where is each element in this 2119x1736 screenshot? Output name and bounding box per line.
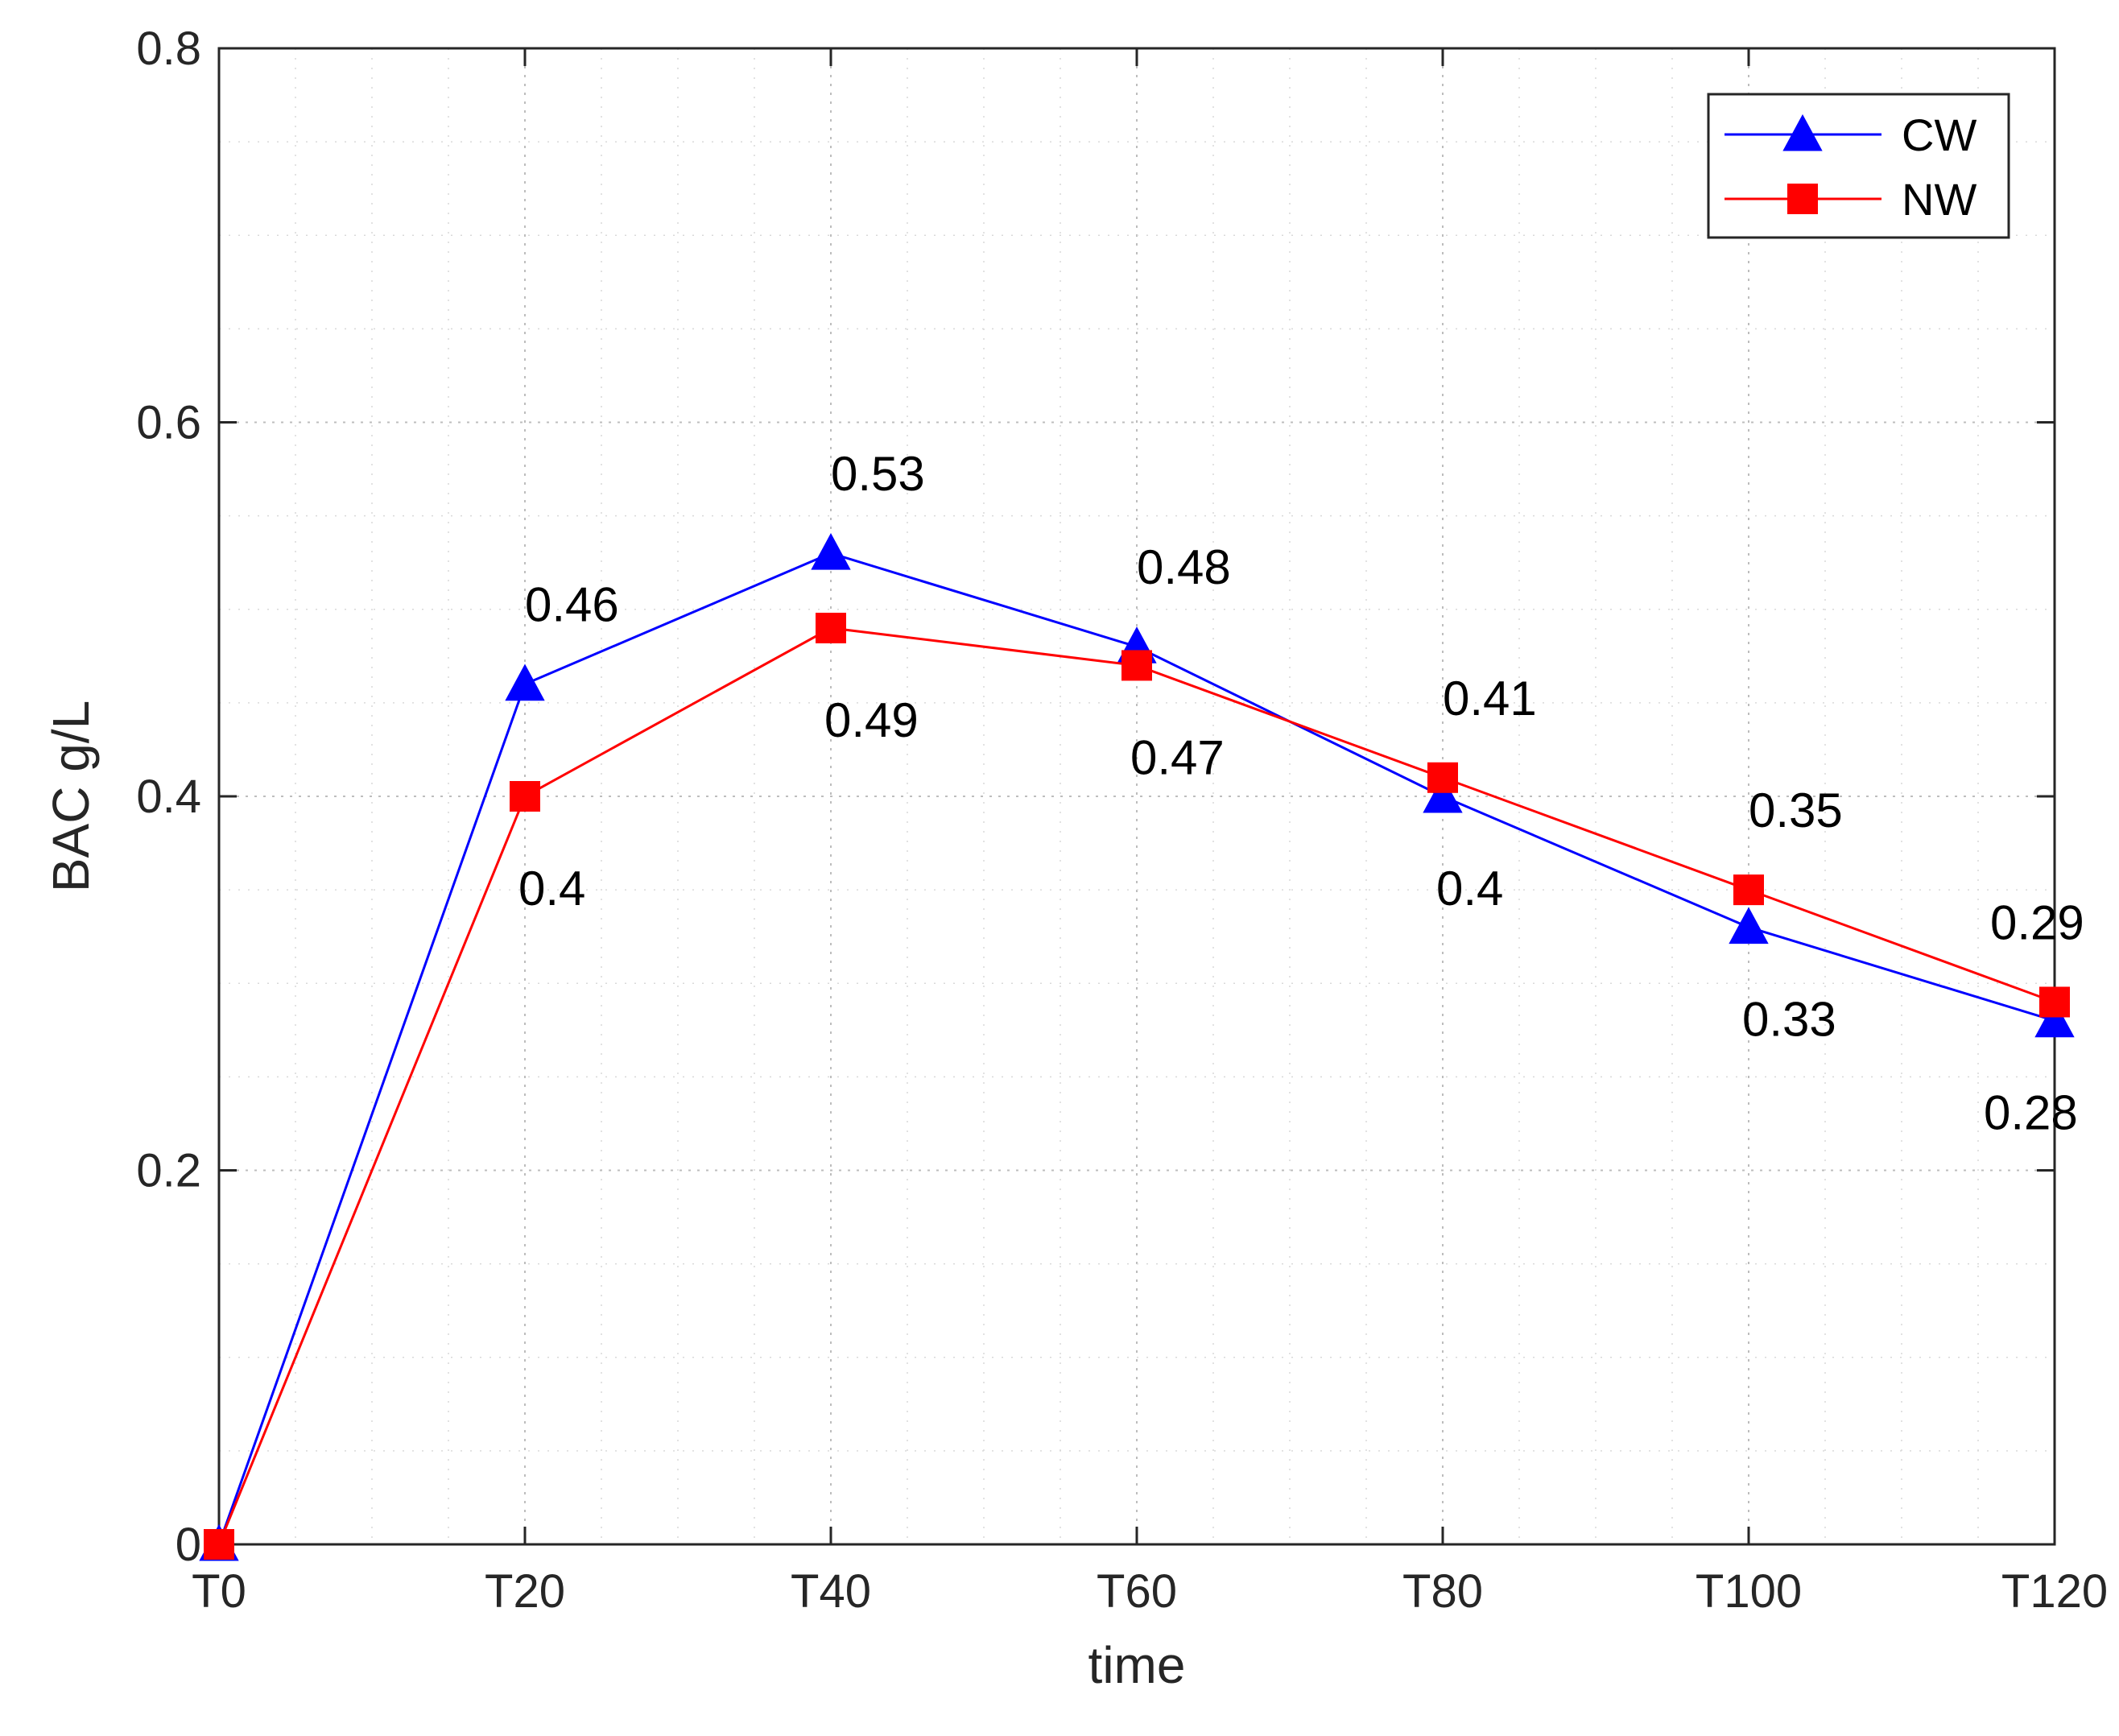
marker-cw [1423, 775, 1463, 813]
marker-nw [1121, 650, 1152, 681]
y-tick-label: 0 [176, 1519, 201, 1571]
data-label-cw: 0.53 [831, 447, 925, 501]
legend-label-cw: CW [1902, 110, 1976, 160]
data-label-nw: 0.29 [1990, 895, 2084, 949]
series-nw [204, 612, 2070, 1560]
marker-cw [1729, 907, 1769, 944]
marker-cw [505, 663, 545, 701]
data-label-nw: 0.35 [1749, 783, 1843, 837]
data-label-nw: 0.41 [1443, 672, 1537, 725]
series-group [199, 532, 2075, 1561]
data-label-nw: 0.49 [824, 693, 919, 747]
legend-marker-cw [1782, 114, 1823, 151]
y-tick-label: 0.2 [136, 1145, 201, 1197]
legend: CW NW [1707, 93, 2010, 239]
marker-nw [2039, 986, 2070, 1018]
marker-nw [1733, 874, 1764, 906]
x-tick-label: T100 [1696, 1565, 1802, 1618]
y-tick-label: 0.4 [136, 771, 201, 823]
data-label-nw: 0.47 [1130, 730, 1225, 784]
grid [219, 48, 2055, 1544]
x-tick-label: T20 [485, 1565, 565, 1618]
marker-nw [1427, 762, 1458, 793]
marker-nw [204, 1529, 234, 1560]
axis-ticks: T0 T20 T40 T60 T80 T100 T120 0 0.2 0.4 0.6 0.8 [136, 23, 2108, 1618]
x-tick-label: T60 [1097, 1565, 1177, 1618]
marker-cw [2034, 1000, 2075, 1038]
data-label-nw: 0.4 [518, 862, 585, 916]
data-label-cw: 0.4 [1436, 862, 1503, 916]
y-tick-label: 0.6 [136, 397, 201, 449]
legend-marker-nw [1787, 184, 1818, 214]
legend-box [1707, 93, 2010, 239]
marker-nw [816, 612, 846, 643]
data-label-cw: 0.33 [1742, 993, 1836, 1047]
data-label-cw: 0.28 [1984, 1086, 2078, 1140]
x-tick-label: T120 [2001, 1565, 2108, 1618]
y-axis-title: BAC g/L [42, 701, 100, 892]
x-tick-label: T0 [192, 1565, 246, 1618]
data-labels: 0.46 0.4 0.53 0.49 0.48 0.47 0.41 0.4 0.35 0.33 0.… [518, 447, 2084, 1140]
data-label-cw: 0.46 [525, 578, 619, 632]
legend-label-nw: NW [1902, 174, 1976, 225]
data-label-cw: 0.48 [1137, 540, 1231, 594]
marker-cw [811, 532, 851, 570]
x-tick-label: T80 [1402, 1565, 1483, 1618]
marker-nw [510, 781, 540, 812]
x-tick-label: T40 [791, 1565, 871, 1618]
y-tick-label: 0.8 [136, 23, 201, 75]
x-axis-title: time [1088, 1636, 1186, 1694]
